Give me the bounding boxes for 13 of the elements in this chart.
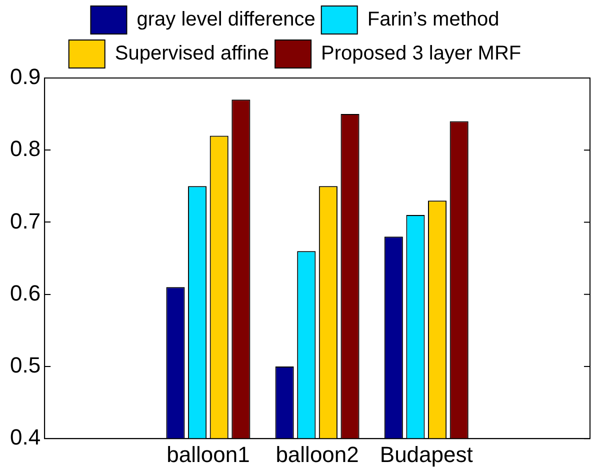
y-tick-label: 0.7	[10, 208, 41, 234]
legend-label: gray level difference	[136, 8, 316, 31]
legend-label: Proposed 3 layer MRF	[321, 42, 522, 65]
y-tick-label: 0.5	[10, 352, 41, 378]
legend-label: Supervised affine	[114, 42, 270, 65]
y-tick-label: 0.8	[10, 136, 41, 162]
x-tick-label: Budapest	[380, 442, 473, 467]
x-tick-label: balloon1	[166, 442, 250, 467]
y-tick-label: 0.9	[10, 64, 41, 90]
x-tick-label: balloon2	[276, 442, 359, 467]
y-tick-label: 0.6	[10, 280, 41, 306]
y-tick-label: 0.4	[10, 424, 41, 450]
legend-label: Farin’s method	[367, 8, 500, 31]
